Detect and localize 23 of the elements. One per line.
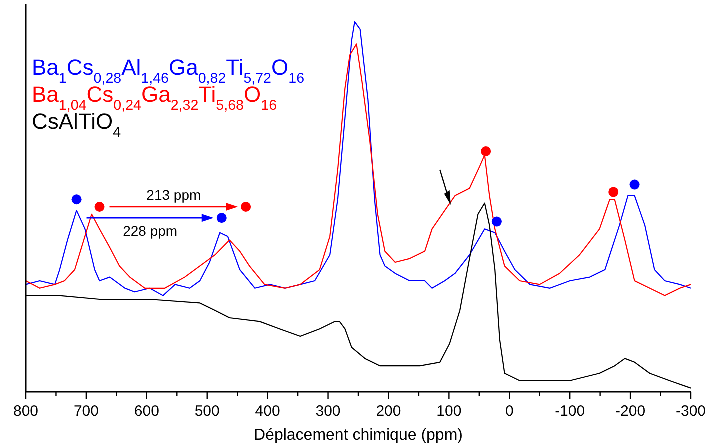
x-tick-label: 500 (194, 403, 220, 420)
x-tick-label: 0 (505, 403, 514, 420)
point (492, 216, 502, 227)
x-tick-label: 400 (255, 403, 280, 420)
x-axis-title: Déplacement chimique (ppm) (254, 427, 463, 444)
point (216, 213, 227, 224)
point (94, 202, 105, 212)
x-tick-label: 600 (134, 403, 160, 420)
x-tick-label: 700 (74, 403, 99, 420)
point (481, 146, 492, 156)
x-tick-label: 100 (436, 403, 462, 420)
point (72, 194, 82, 205)
x-tick-label: 200 (376, 403, 402, 420)
annotation: 228 ppm (123, 223, 178, 240)
x-tick-label: -200 (616, 403, 646, 420)
annotation: 213 ppm (146, 187, 202, 203)
point (608, 187, 619, 198)
x-tick-label: -300 (676, 403, 706, 420)
point (241, 202, 252, 212)
x-tick-label: 300 (316, 403, 341, 420)
x-tick-label: -100 (555, 403, 586, 420)
point (630, 180, 640, 190)
x-tick-label: 800 (13, 403, 39, 420)
